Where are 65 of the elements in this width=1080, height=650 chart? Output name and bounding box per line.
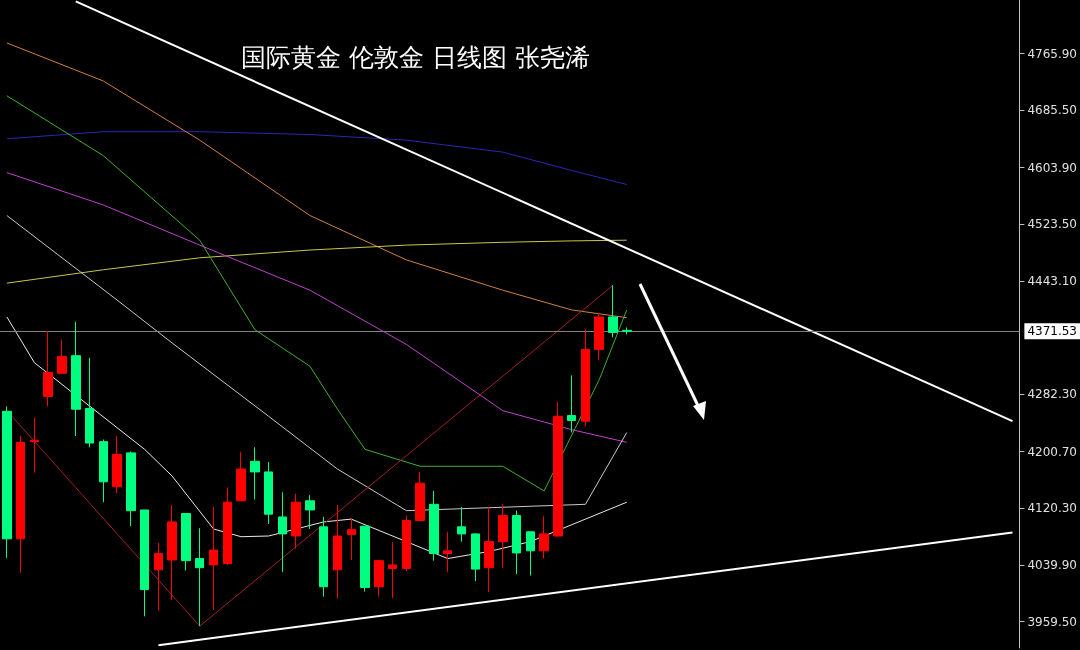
- y-tick-label: 3959.50: [1027, 614, 1077, 629]
- candlestick: [126, 450, 136, 527]
- candlestick: [608, 284, 618, 338]
- candlestick: [539, 515, 549, 560]
- candlestick: [415, 471, 425, 522]
- candlestick: [57, 339, 67, 374]
- y-tick-label: 4603.90: [1027, 160, 1077, 175]
- line-series: [6, 131, 628, 186]
- candlestick: [71, 321, 81, 437]
- line-series: [6, 215, 628, 512]
- candlestick: [402, 515, 411, 572]
- candlestick: [553, 401, 563, 538]
- y-tick-label: 4200.70: [1027, 444, 1077, 459]
- candlestick: [429, 490, 439, 562]
- candlestick: [30, 417, 39, 474]
- candlestick: [195, 527, 204, 627]
- candlestick: [99, 439, 108, 503]
- candlestick: [181, 512, 191, 572]
- candlestick: [167, 504, 177, 601]
- candlestick: [154, 542, 163, 612]
- candlestick: [278, 491, 287, 573]
- y-tick-label: 4523.50: [1027, 217, 1077, 232]
- y-tick-label: 4765.90: [1027, 46, 1077, 61]
- candlestick: [374, 560, 384, 598]
- candlestick: [236, 451, 246, 502]
- text: 国际黄金 伦敦金 日线图 张尧浠: [241, 43, 590, 72]
- candlestick: [112, 435, 122, 494]
- candlestick: [250, 446, 260, 500]
- y-tick-label: 4120.30: [1027, 501, 1077, 516]
- candlestick: [512, 510, 521, 575]
- line-series: [6, 239, 628, 284]
- candlestick: [457, 506, 466, 543]
- candlestick: [484, 506, 494, 593]
- candlestick: [319, 516, 328, 598]
- y-tick-label: 4443.10: [1027, 273, 1077, 288]
- candlestick: [291, 493, 301, 550]
- candlestick: [2, 405, 12, 559]
- candlestick: [43, 330, 53, 407]
- candlestick: [498, 503, 508, 569]
- line-series: [6, 42, 628, 319]
- line-series: [6, 316, 628, 560]
- candlestick: [209, 506, 218, 611]
- candlestick: [594, 312, 604, 361]
- candlestick: [360, 525, 370, 593]
- y-tick-label: 4282.30: [1027, 387, 1077, 402]
- candlestick: [581, 329, 590, 427]
- line-series: [6, 172, 628, 443]
- candlestick: [223, 486, 232, 566]
- candlestick: [85, 357, 94, 448]
- candlestick: [140, 509, 149, 617]
- candlestick: [16, 435, 25, 574]
- candlestick: [567, 374, 576, 433]
- candlestick: [305, 494, 315, 530]
- candlestick: [264, 461, 273, 525]
- line-series: [6, 95, 628, 492]
- candlestick: [388, 541, 397, 599]
- candlestick: [347, 517, 356, 561]
- y-tick-label: 4039.90: [1027, 557, 1077, 572]
- candlestick: [622, 327, 632, 336]
- y-tick-label: 4685.50: [1027, 103, 1077, 118]
- candlestick: [526, 531, 535, 576]
- ref-line-label: 4371.53: [1027, 324, 1077, 339]
- candlestick: [471, 532, 480, 582]
- candlestick: [443, 531, 452, 573]
- candlestick: [333, 504, 342, 600]
